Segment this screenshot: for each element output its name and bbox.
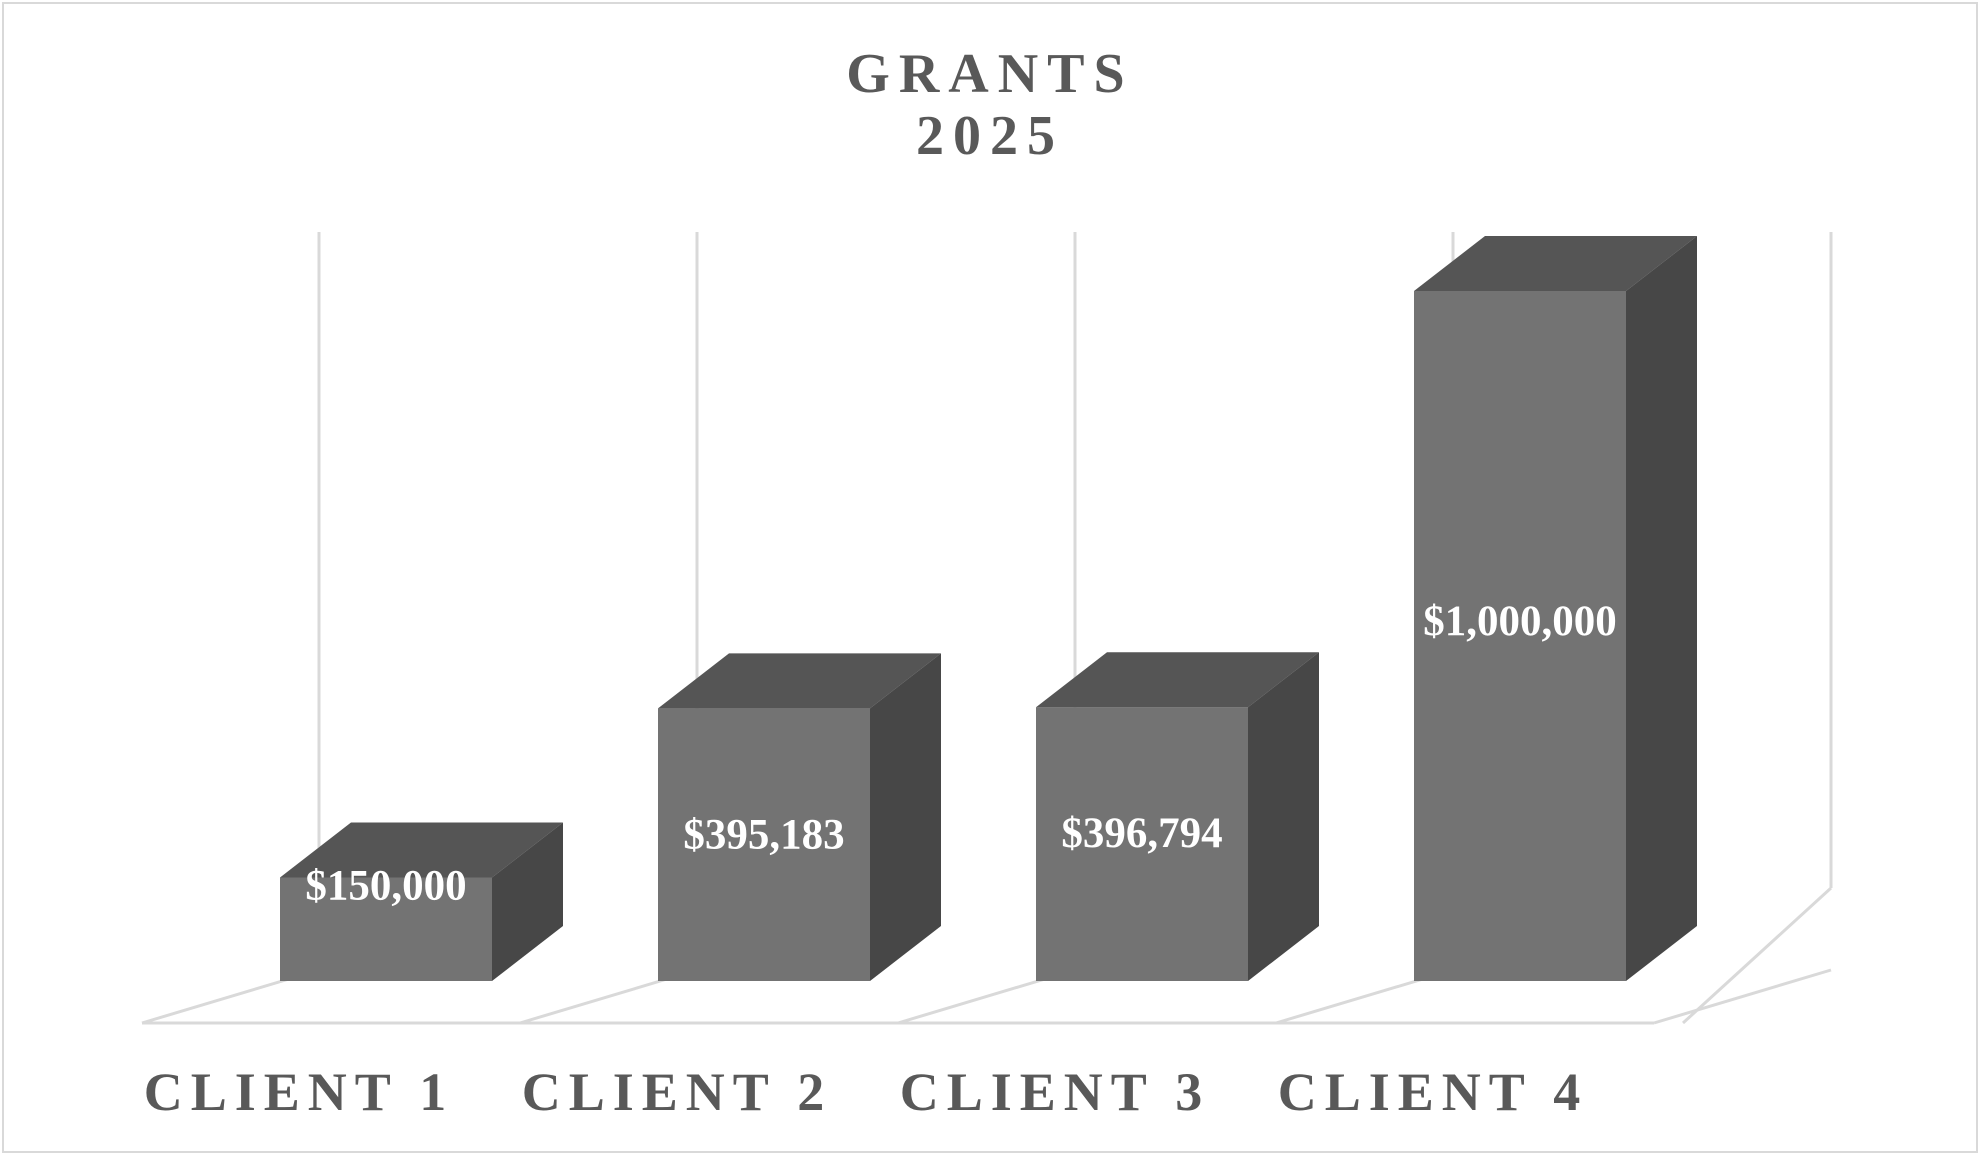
bar-front-face <box>1414 291 1626 981</box>
right-floor-edge <box>1681 886 1833 1025</box>
bar-data-label: $150,000 <box>305 863 466 910</box>
bar-data-label: $396,794 <box>1061 810 1222 857</box>
chart-subtitle: 2025 <box>916 105 1064 167</box>
bar-4: $1,000,000 <box>1414 236 1697 981</box>
bar-side-face <box>492 822 563 981</box>
bar-data-label: $395,183 <box>683 811 844 858</box>
grid-layer <box>141 232 1833 1025</box>
bar-1: $150,000 <box>280 822 563 981</box>
bar-top-face <box>1414 236 1697 291</box>
bar-top-face <box>1036 652 1319 708</box>
bar-side-face <box>870 653 941 981</box>
category-labels: CLIENT 1 CLIENT 2 CLIENT 3 CLIENT 4 <box>144 1062 1589 1122</box>
bar-side-face <box>1626 236 1697 981</box>
category-label: CLIENT 2 <box>522 1062 833 1122</box>
bar-front-face <box>280 877 492 981</box>
bar-front-face <box>658 708 870 981</box>
category-label: CLIENT 4 <box>1278 1062 1589 1122</box>
bar-3: $396,794 <box>1036 652 1319 981</box>
category-label: CLIENT 1 <box>144 1062 455 1122</box>
bar-top-face <box>280 822 563 878</box>
bar-top-face <box>658 653 941 709</box>
chart-svg: GRANTS 2025 $150,000 $395,183 $396,794 $1,0… <box>141 43 1833 1122</box>
bar-front-face <box>1036 707 1248 981</box>
category-label: CLIENT 3 <box>900 1062 1211 1122</box>
chart-title: GRANTS <box>846 43 1133 105</box>
bar-data-label: $1,000,000 <box>1423 598 1617 645</box>
bars-layer: $150,000 $395,183 $396,794 $1,000,000 <box>280 236 1697 981</box>
bar-side-face <box>1248 652 1319 981</box>
floor-depth-line <box>1653 968 1832 1025</box>
bar-2: $395,183 <box>658 653 941 981</box>
